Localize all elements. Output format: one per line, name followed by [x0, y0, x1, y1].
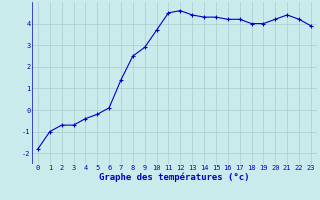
- X-axis label: Graphe des températures (°c): Graphe des températures (°c): [99, 173, 250, 182]
